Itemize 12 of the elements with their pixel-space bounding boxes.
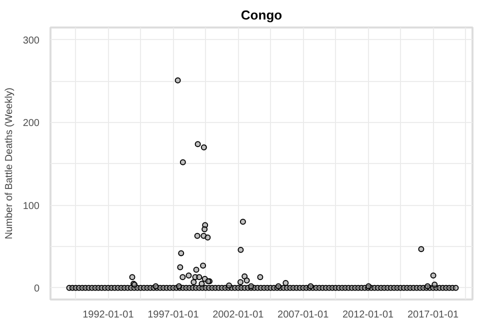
x-tick-label: 2012-01-01 [342,310,394,320]
y-axis-title: Number of Battle Deaths (Weekly) [4,88,15,240]
x-tick-label: 1997-01-01 [148,310,200,320]
chart-title: Congo [240,8,282,22]
x-tick-label: 1992-01-01 [82,310,134,320]
x-tick-label: 2017-01-01 [407,310,460,320]
y-tick-label: 0 [34,283,40,294]
y-tick-label: 100 [22,200,40,212]
x-tick-label: 2007-01-01 [278,310,330,320]
x-tick-label: 2002-01-01 [212,310,264,320]
y-tick-label: 200 [22,118,40,130]
y-tick-label: 300 [22,35,40,46]
